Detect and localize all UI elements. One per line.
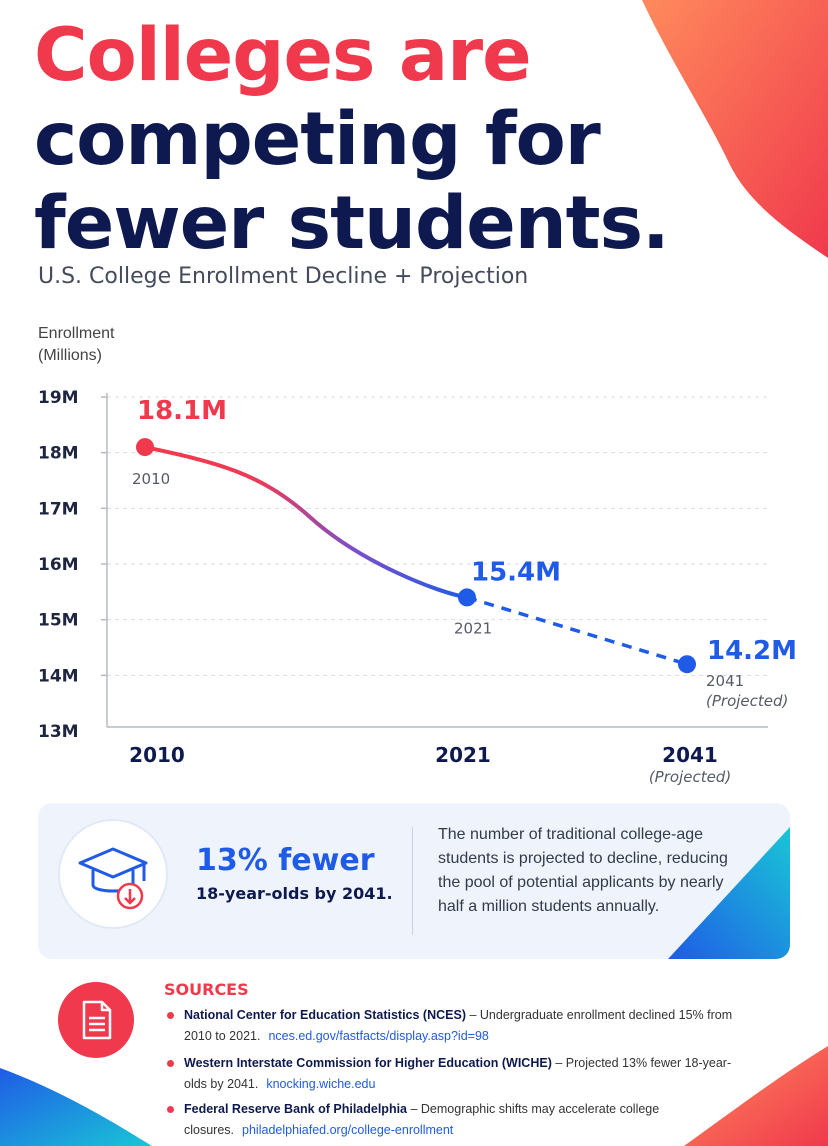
sources-title: SOURCES: [164, 980, 249, 999]
source-item: National Center for Education Statistics…: [167, 1005, 744, 1047]
x-tick-label-2041: 2041: [662, 743, 718, 767]
source-link[interactable]: nces.ed.gov/fastfacts/display.asp?id=98: [268, 1029, 489, 1043]
enrollment-projected-line: [466, 595, 688, 666]
source-description: – Demographic shifts may accelerate coll…: [184, 1102, 660, 1137]
source-description: – Projected 13% fewer 18-year-olds by 20…: [184, 1056, 732, 1091]
bullet-dot: [167, 1106, 174, 1113]
info-description: The number of traditional college-age st…: [438, 826, 728, 915]
data-point-2021: [458, 588, 476, 607]
graduation-cap-down-icon: [58, 819, 168, 929]
source-item: Federal Reserve Bank of Philadelphia – D…: [167, 1099, 744, 1141]
source-name: Western Interstate Commission for Higher…: [184, 1056, 552, 1070]
y-tick-label: 18M: [38, 444, 79, 464]
document-icon: [58, 982, 134, 1058]
info-card: 13% fewer 18-year-olds by 2041. The numb…: [38, 803, 790, 959]
headline-line-2: competing for: [34, 97, 601, 182]
enrollment-line-chart: 19M 18M 17M 16M 15M 14M 13M 18.1M 2010 15.4M 2021…: [38, 388, 797, 786]
headline-line-1: Colleges are: [34, 13, 532, 98]
headline: Colleges are competing for fewer student…: [34, 13, 670, 266]
x-tick-label-2021: 2021: [435, 743, 491, 767]
corner-decoration-bottom-left: [0, 1068, 152, 1146]
source-link[interactable]: philadelphiafed.org/college-enrollment: [242, 1123, 454, 1137]
bullet-dot: [167, 1012, 174, 1019]
info-headline: 13% fewer: [196, 843, 375, 878]
data-point-2010: [136, 438, 154, 457]
corner-decoration-top-right: [642, 0, 828, 258]
source-name: Federal Reserve Bank of Philadelphia: [184, 1102, 407, 1116]
headline-line-3: fewer students.: [34, 181, 670, 266]
x-tick-label-2010: 2010: [129, 743, 185, 767]
data-point-2041: [678, 655, 696, 674]
source-link[interactable]: knocking.wiche.edu: [266, 1077, 376, 1091]
y-tick-label: 17M: [38, 499, 79, 519]
info-divider: [412, 827, 413, 935]
data-label-2010: 18.1M: [137, 396, 227, 426]
point-year-label-2021: 2021: [454, 619, 492, 637]
x-tick-sublabel: (Projected): [649, 768, 731, 786]
y-tick-label: 15M: [38, 611, 79, 631]
point-year-label-2010: 2010: [132, 470, 170, 488]
y-axis-label: Enrollment (Millions): [38, 323, 114, 367]
chart-subtitle: U.S. College Enrollment Decline + Projec…: [38, 264, 529, 289]
data-label-2021: 15.4M: [471, 557, 561, 587]
info-subheadline: 18-year-olds by 2041.: [196, 884, 393, 903]
source-item: Western Interstate Commission for Higher…: [167, 1053, 744, 1095]
info-card-corner-decoration: [668, 827, 790, 959]
bullet-dot: [167, 1060, 174, 1067]
y-tick-label: 19M: [38, 388, 79, 408]
enrollment-actual-line: [143, 445, 469, 600]
source-name: National Center for Education Statistics…: [184, 1008, 466, 1022]
corner-decoration-bottom-right: [684, 1046, 828, 1146]
y-tick-label: 14M: [38, 666, 79, 686]
y-axis-label-line-1: Enrollment: [38, 325, 115, 342]
source-description: – Undergraduate enrollment declined 15% …: [184, 1008, 733, 1043]
y-axis-label-line-2: (Millions): [38, 347, 102, 364]
y-tick-label: 13M: [38, 722, 79, 742]
point-year-label-2041: 2041: [706, 672, 744, 690]
point-projected-label: (Projected): [706, 692, 788, 710]
data-label-2041: 14.2M: [707, 636, 797, 666]
y-tick-label: 16M: [38, 555, 79, 575]
